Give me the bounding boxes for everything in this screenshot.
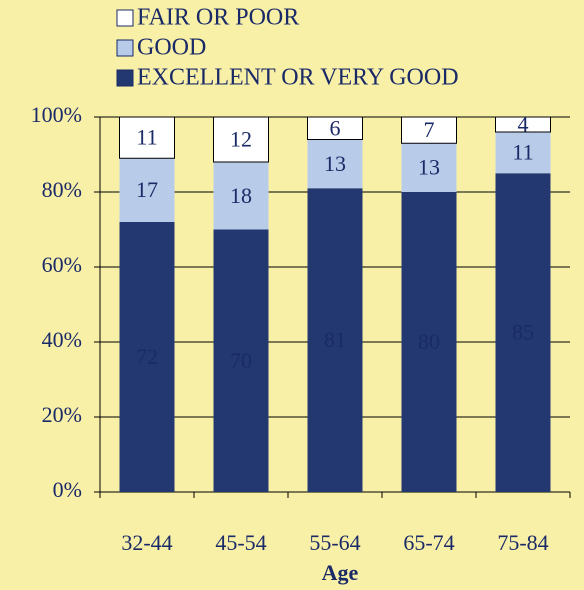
legend-label: GOOD — [137, 35, 206, 61]
legend-swatch — [116, 39, 134, 57]
legend-swatch — [116, 69, 134, 87]
bar-segment — [119, 158, 175, 222]
bar-segment — [401, 143, 457, 192]
y-tick-label: 100% — [31, 102, 82, 127]
bar-segment — [213, 229, 269, 492]
bar-segment — [213, 116, 269, 163]
y-tick-label: 20% — [42, 402, 82, 427]
x-tick-label: 45-54 — [215, 530, 266, 555]
bar-segment — [495, 132, 551, 174]
data-label: 80 — [418, 329, 440, 354]
bar-segment — [213, 162, 269, 230]
bar-segment — [495, 116, 551, 133]
data-label: 85 — [512, 320, 534, 345]
data-label: 81 — [324, 327, 346, 352]
data-label: 12 — [230, 127, 252, 152]
legend-label: EXCELLENT OR VERY GOOD — [137, 65, 459, 91]
data-label: 6 — [330, 115, 341, 140]
bar-segment — [119, 116, 175, 159]
y-tick-label: 40% — [42, 327, 82, 352]
data-label: 11 — [136, 125, 157, 150]
data-label: 18 — [230, 183, 252, 208]
bar-segment — [401, 192, 457, 492]
legend-label: FAIR OR POOR — [137, 5, 299, 31]
y-tick-label: 60% — [42, 252, 82, 277]
data-label: 11 — [512, 140, 533, 165]
x-tick-label: 75-84 — [497, 530, 548, 555]
x-axis-title: Age — [322, 560, 359, 585]
legend-swatch — [116, 9, 134, 27]
data-label: 17 — [136, 177, 158, 202]
bar-segment — [307, 188, 363, 492]
bar-segment — [119, 222, 175, 492]
data-label: 4 — [518, 112, 529, 137]
bar-segment — [495, 173, 551, 492]
data-label: 13 — [324, 151, 346, 176]
bar-segment — [401, 116, 457, 144]
data-label: 70 — [230, 348, 252, 373]
y-tick-label: 0% — [53, 477, 82, 502]
bar-segment — [307, 139, 363, 189]
data-label: 13 — [418, 155, 440, 180]
y-tick-label: 80% — [42, 177, 82, 202]
x-tick-label: 32-44 — [121, 530, 172, 555]
data-label: 72 — [136, 344, 158, 369]
bar-segment — [307, 116, 363, 140]
data-label: 7 — [424, 117, 435, 142]
x-tick-label: 55-64 — [309, 530, 360, 555]
x-tick-label: 65-74 — [403, 530, 454, 555]
